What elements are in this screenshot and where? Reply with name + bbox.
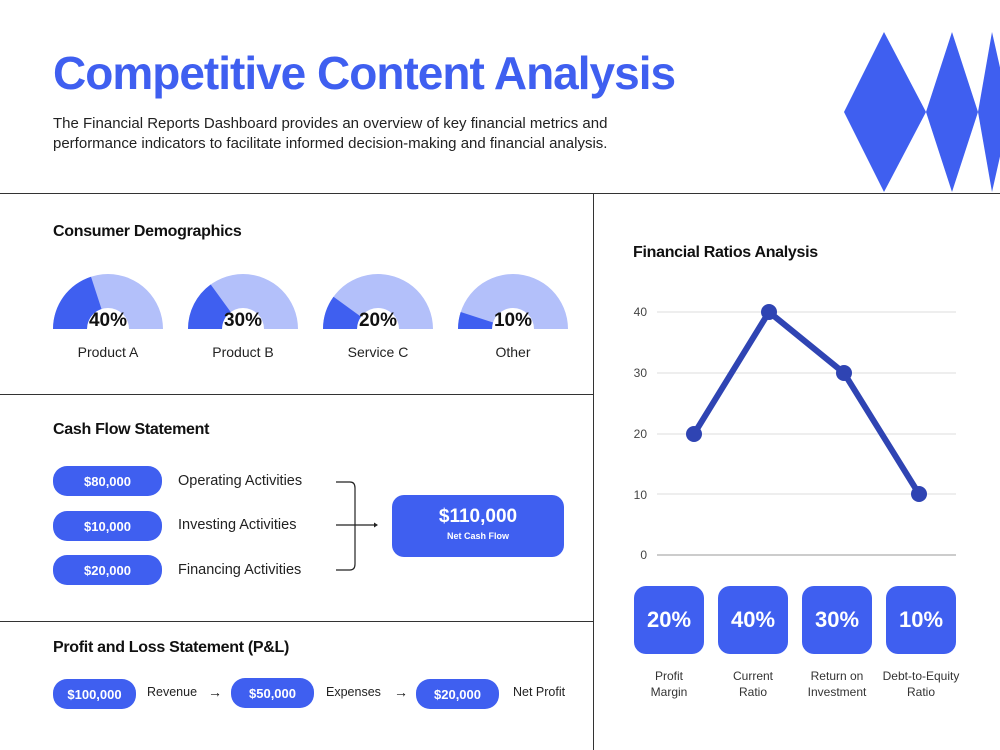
financing-label: Financing Activities xyxy=(178,562,302,578)
gauge-label: Product A xyxy=(77,344,139,360)
pl-title: Profit and Loss Statement (P&L) xyxy=(53,639,290,656)
gauge-value: 20% xyxy=(358,310,398,331)
y-tick: 10 xyxy=(633,488,647,502)
kpi-profit-margin: 20% xyxy=(634,586,704,654)
section-divider-1 xyxy=(0,394,593,395)
kpi-debt-to-equity: 10% xyxy=(886,586,956,654)
kpi-return-on-investment: 30% xyxy=(802,586,872,654)
column-divider xyxy=(593,193,594,750)
y-tick: 0 xyxy=(640,548,647,562)
arrow-icon: → xyxy=(394,684,408,700)
y-tick: 20 xyxy=(633,427,647,441)
net-cash-flow-value: $110,000 xyxy=(438,506,518,527)
gauge-product-a: 40% Product A xyxy=(53,274,163,364)
expenses-amount-badge: $50,000 xyxy=(231,678,314,708)
net-profit-amount-badge: $20,000 xyxy=(416,679,499,709)
gauge-value: 40% xyxy=(88,310,128,331)
gauge-label: Service C xyxy=(347,344,409,360)
y-tick: 30 xyxy=(633,366,647,380)
operating-label: Operating Activities xyxy=(178,473,303,489)
operating-amount-badge: $80,000 xyxy=(53,466,162,496)
header-divider xyxy=(0,193,1000,194)
bracket-arrow-icon xyxy=(336,481,378,571)
investing-amount-badge: $10,000 xyxy=(53,511,162,541)
kpi-label: Current Ratio xyxy=(732,669,773,699)
expenses-label: Expenses xyxy=(326,685,381,699)
gauge-other: 10% Other xyxy=(458,274,568,364)
net-cash-flow-card: $110,000 Net Cash Flow xyxy=(392,495,564,557)
kpi-label: Return on Investment xyxy=(807,669,867,699)
revenue-amount-badge: $100,000 xyxy=(53,679,136,709)
gauge-value: 10% xyxy=(493,310,533,331)
ratios-title: Financial Ratios Analysis xyxy=(633,244,818,261)
revenue-label: Revenue xyxy=(147,685,198,699)
diamond-decoration-icon xyxy=(844,32,1000,192)
net-profit-label: Net Profit xyxy=(513,685,566,699)
arrow-icon: → xyxy=(208,684,222,700)
page-subtitle: The Financial Reports Dashboard provides… xyxy=(53,115,608,152)
line-chart xyxy=(657,304,956,556)
kpi-label: Profit Margin xyxy=(650,669,688,699)
section-divider-2 xyxy=(0,621,593,622)
gauge-value: 30% xyxy=(223,310,263,331)
gauge-service-c: 20% Service C xyxy=(323,274,433,364)
cashflow-title: Cash Flow Statement xyxy=(53,421,210,438)
net-cash-flow-label: Net Cash Flow xyxy=(446,531,509,541)
financing-amount-badge: $20,000 xyxy=(53,555,162,585)
kpi-label: Debt-to-Equity Ratio xyxy=(882,669,960,699)
kpi-current-ratio: 40% xyxy=(718,586,788,654)
gauge-product-b: 30% Product B xyxy=(188,274,298,364)
investing-label: Investing Activities xyxy=(178,517,297,533)
gauge-label: Other xyxy=(495,344,531,360)
gauge-label: Product B xyxy=(212,344,274,360)
y-tick: 40 xyxy=(633,305,647,319)
page-title: Competitive Content Analysis xyxy=(53,47,676,99)
demographics-title: Consumer Demographics xyxy=(53,223,242,240)
